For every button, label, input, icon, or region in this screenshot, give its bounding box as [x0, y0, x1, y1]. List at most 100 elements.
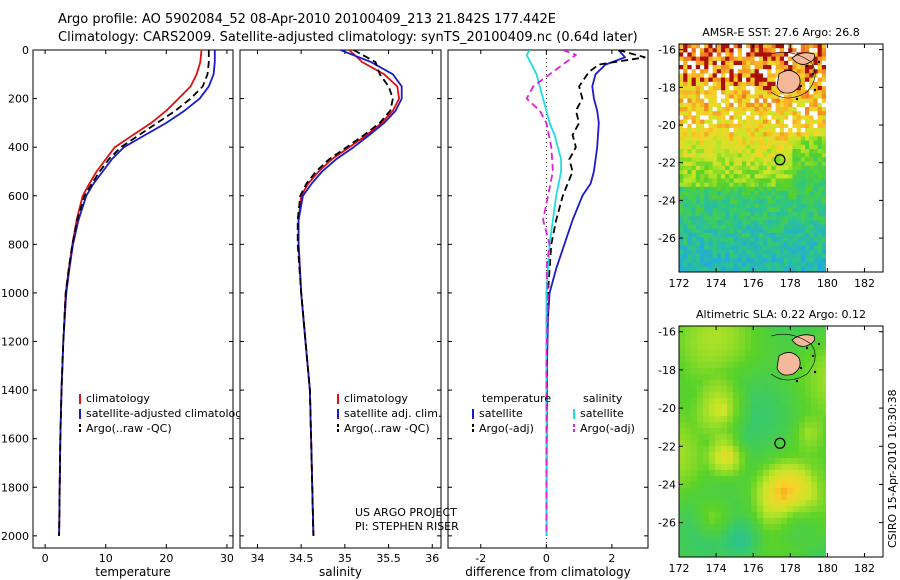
salinity-xtick-label: 34.5 — [289, 552, 314, 565]
difference-series-salinity-argo-adj- — [525, 50, 577, 536]
sla-map-xtick-label: 176 — [743, 562, 764, 575]
salinity-xtick-label: 35 — [338, 552, 352, 565]
temperature-ytick-label: 800 — [8, 238, 29, 251]
sst-map-islet — [799, 84, 803, 88]
sst-map-xtick-label: 180 — [817, 277, 838, 290]
sla-map-island-viti-levu — [776, 352, 801, 376]
sla-map-xtick-label: 180 — [817, 562, 838, 575]
sla-map-frame — [678, 325, 884, 558]
sst-map-ytick-label: -20 — [658, 119, 676, 132]
difference-xtick-label: -2 — [475, 552, 486, 565]
temperature-ytick-label: 400 — [8, 141, 29, 154]
temperature-ytick-label: 1600 — [1, 433, 29, 446]
sla-map-xtick-label: 182 — [854, 562, 875, 575]
sst-map-xtick-label: 178 — [780, 277, 801, 290]
sla-map-argo-marker — [774, 437, 786, 449]
temperature-ytick-label: 200 — [8, 93, 29, 106]
temperature-xtick-label: 30 — [220, 552, 234, 565]
salinity-xlabel: salinity — [319, 565, 362, 579]
sla-map-ytick-label: -24 — [658, 478, 676, 491]
temp-legend-1-label: satellite-adjusted climatology — [86, 407, 249, 420]
sla-map-ytick-label: -16 — [658, 326, 676, 339]
sla-map-ytick-label: -26 — [658, 517, 676, 530]
temperature-ytick-label: 1200 — [1, 336, 29, 349]
difference-series-salinity-satellite — [525, 50, 562, 536]
sla-map-islet — [795, 379, 799, 383]
credit-project: US ARGO PROJECT — [355, 506, 457, 519]
temperature-series-satellite-adjusted-climatology — [58, 50, 216, 536]
sla-map-xtick-label: 174 — [706, 562, 727, 575]
temperature-ytick-label: 1800 — [1, 481, 29, 494]
sst-map-argo-marker — [774, 154, 786, 166]
salinity-axes-box — [239, 49, 442, 549]
sst-map-islet — [805, 64, 809, 68]
sla-map-title: Altimetric SLA: 0.22 Argo: 0.12 — [696, 308, 866, 321]
difference-series-temperature-argo-adj- — [545, 50, 646, 536]
temperature-axes-box — [32, 49, 234, 549]
salinity-xtick-label: 35.5 — [376, 552, 401, 565]
header-line-2: Climatology: CARS2009. Satellite-adjuste… — [58, 30, 638, 45]
sla-map-xtick-label: 172 — [669, 562, 690, 575]
sst-map-islet — [811, 72, 815, 76]
sst-map-field — [679, 44, 826, 272]
sst-map-ytick-label: -24 — [658, 194, 676, 207]
sst-map-title: AMSR-E SST: 27.6 Argo: 26.8 — [702, 26, 860, 39]
temperature-xtick-label: 20 — [159, 552, 173, 565]
sst-map-ytick-label: -16 — [658, 44, 676, 57]
sla-map-islet — [811, 354, 815, 358]
sst-map-islet — [795, 97, 799, 101]
difference-xlabel: difference from climatology — [465, 565, 631, 579]
sla-map-islet — [813, 370, 817, 374]
sla-map-island-vanua-levu — [791, 334, 816, 347]
temperature-xtick-label: 0 — [42, 552, 49, 565]
temperature-ytick-label: 600 — [8, 190, 29, 203]
diff-legend-sal-sat-label: satellite — [580, 407, 624, 420]
sal-legend-1-label: satellite adj. clim. — [344, 407, 441, 420]
diff-legend-sal-title: salinity — [583, 392, 623, 405]
sst-map-ytick-label: -26 — [658, 232, 676, 245]
header-line-1: Argo profile: AO 5902084_52 08-Apr-2010 … — [58, 12, 556, 27]
difference-xtick-label: 0 — [543, 552, 550, 565]
sst-map-xtick-label: 176 — [743, 277, 764, 290]
diff-legend-temp-sat-label: satellite — [479, 407, 523, 420]
temperature-ytick-label: 0 — [22, 44, 29, 57]
temperature-ytick-label: 1000 — [1, 287, 29, 300]
temperature-ytick-label: 2000 — [1, 530, 29, 543]
sla-map-ytick-label: -20 — [658, 402, 676, 415]
sst-map-xtick-label: 182 — [854, 277, 875, 290]
difference-xtick-label: 2 — [608, 552, 615, 565]
sst-map-frame — [678, 43, 884, 273]
credit-stamp: CSIRO 15-Apr-2010 10:30:38 — [886, 389, 899, 548]
sla-map-xtick-label: 178 — [780, 562, 801, 575]
sal-legend-2-label: Argo(..raw -QC) — [344, 422, 430, 435]
temperature-series-argo-raw-qc- — [58, 50, 210, 536]
sst-map-islet — [817, 60, 821, 64]
credit-pi: PI: STEPHEN RISER — [355, 520, 459, 533]
temperature-panel: 0 10 20 30 0 200 400 600 800 1000 1200 1400 1600 1800… — [1, 44, 249, 579]
sst-map-islet — [813, 88, 817, 92]
sla-map-islet — [817, 342, 821, 346]
temp-legend-0-label: climatology — [86, 392, 150, 405]
sla-map-islet — [805, 346, 809, 350]
difference-series-temperature-satellite — [545, 50, 626, 536]
sst-map-xtick-label: 172 — [669, 277, 690, 290]
sst-map-xtick-label: 174 — [706, 277, 727, 290]
sst-map-ytick-label: -22 — [658, 157, 676, 170]
sst-map-island-viti-levu — [776, 70, 801, 94]
temperature-ytick-label: 1400 — [1, 384, 29, 397]
temperature-xlabel: temperature — [95, 565, 170, 579]
sla-map-islet — [799, 366, 803, 370]
sal-legend-0-label: climatology — [344, 392, 408, 405]
salinity-panel: 34 34.5 35 35.5 36 salinity climatology satelli… — [239, 49, 442, 579]
temperature-xtick-label: 10 — [99, 552, 113, 565]
sla-map-ytick-label: -18 — [658, 364, 676, 377]
salinity-series-argo-raw-qc- — [296, 50, 394, 536]
temp-legend-2-label: Argo(..raw -QC) — [86, 422, 172, 435]
sst-map-ytick-label: -18 — [658, 81, 676, 94]
sla-map-ytick-label: -22 — [658, 440, 676, 453]
diff-legend-temp-title: temperature — [482, 392, 551, 405]
sst-map-panel: 172 174 176 178 180 182 -16 -18 -20 -22 -24 -26 AMSR… — [658, 26, 884, 290]
sst-map-island-vanua-levu — [791, 52, 816, 65]
